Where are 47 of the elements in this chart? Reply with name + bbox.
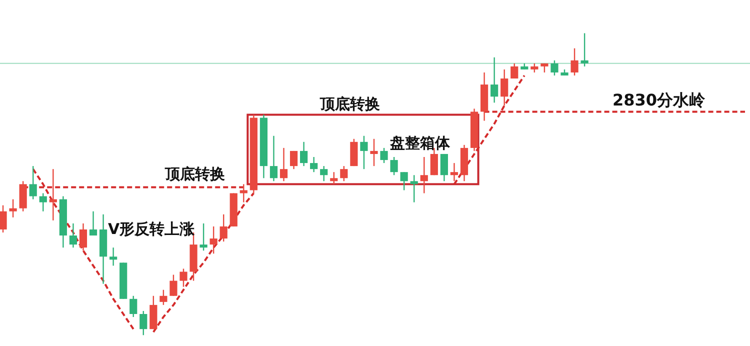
candlestick [0,204,7,234]
candlestick [180,268,188,288]
candlestick [450,162,458,182]
candlestick [580,32,588,68]
candlestick [200,222,208,252]
candlestick [280,147,288,182]
candlestick [530,62,538,74]
candlestick [39,192,47,212]
annotation: 顶底转换 [319,95,380,113]
annotation: V形反转上涨 [108,220,196,238]
candlestick [240,184,248,203]
candlestick [79,222,88,252]
candlestick [330,171,338,185]
candlestick [510,62,518,80]
candlestick [420,156,428,194]
candlestick [160,289,168,306]
annotation: 顶底转换 [164,165,225,183]
candlestick [490,56,498,104]
candlestick [370,138,378,167]
candlestick [340,165,348,182]
candlestick [310,156,318,173]
candlestick [400,171,408,191]
candlestick [550,60,558,76]
candlestick [49,168,57,221]
candlestick [110,246,118,266]
candlestick [380,147,388,164]
candlestick [570,48,578,76]
candlestick [170,274,178,296]
candlestick [69,222,77,248]
candlestick [440,153,448,182]
candlestick [130,295,138,318]
candlestick [210,226,218,254]
series-label: 2830分水岭 [612,90,706,110]
candlestick [29,165,37,200]
annotation: 盘整箱体 [389,134,451,152]
candlestick [140,310,148,336]
candlestick [320,165,328,182]
candlestick [270,135,278,182]
candlestick [9,198,17,218]
candlestick [360,135,368,170]
candlestick [410,174,418,203]
candlestick [290,150,298,170]
candlestick [390,156,398,176]
candlestick [220,214,228,242]
candlestick [300,141,308,167]
candlestick [500,68,508,106]
candlestick [89,210,98,236]
